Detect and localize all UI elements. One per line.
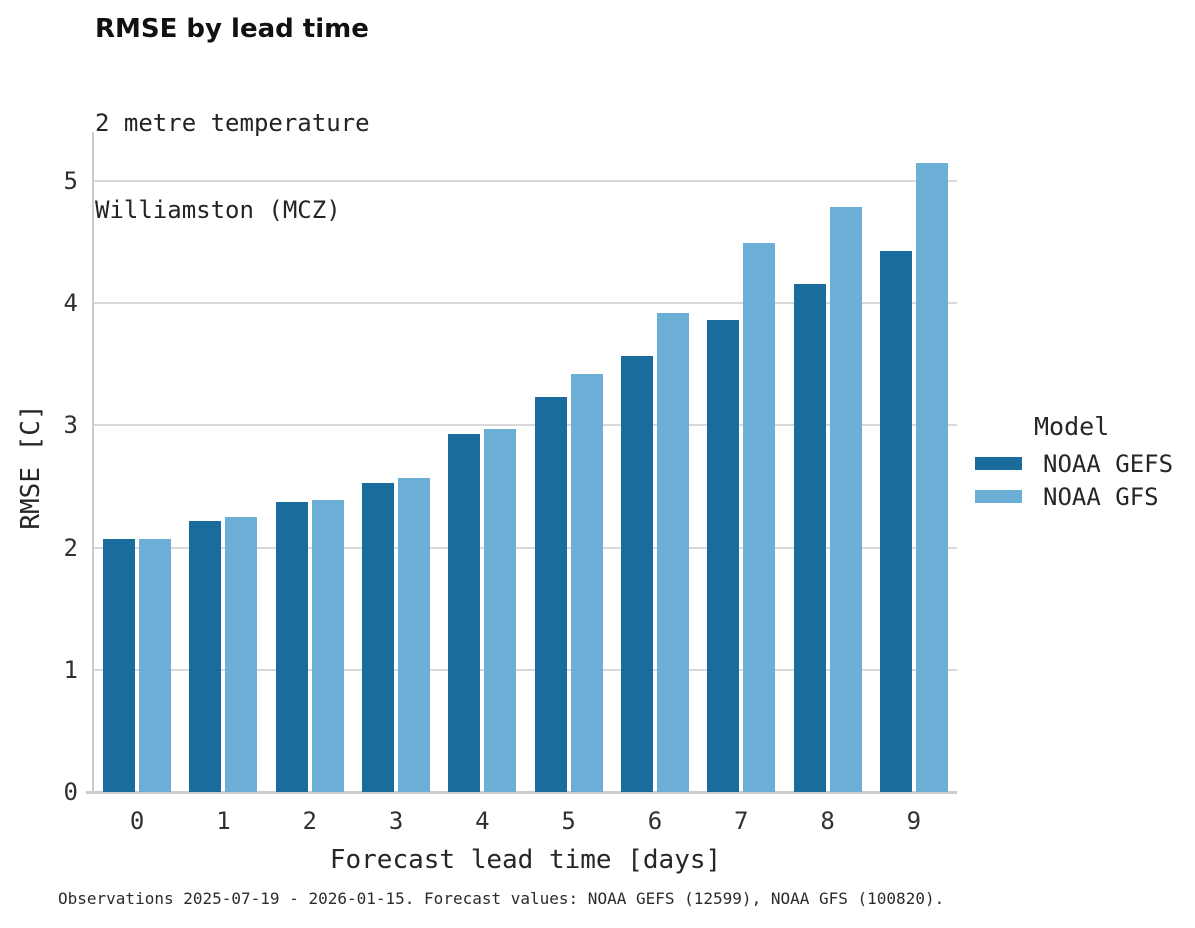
y-tick-2: 2 (63, 533, 78, 562)
bar-noaa-gefs-lead-2 (275, 502, 308, 792)
bar-noaa-gfs-lead-0 (139, 539, 172, 792)
bar-noaa-gefs-lead-8 (793, 283, 826, 792)
x-tick-8: 8 (820, 807, 835, 835)
x-tick-2: 2 (302, 807, 317, 835)
chart-title: RMSE by lead time (95, 14, 369, 44)
bar-noaa-gefs-lead-1 (189, 520, 222, 792)
y-tick-1: 1 (63, 655, 78, 684)
bar-noaa-gefs-lead-3 (362, 482, 395, 792)
bar-group-lead-2 (267, 132, 353, 792)
bar-noaa-gfs-lead-4 (484, 429, 517, 792)
legend-item-noaa-gefs: NOAA GEFS (975, 449, 1190, 478)
legend-swatch-icon (975, 490, 1022, 503)
x-axis-label: Forecast lead time [days] (329, 845, 722, 875)
gridline-y-1 (94, 668, 957, 671)
x-axis-tick-labels: 0 1 2 3 4 5 6 7 8 9 (94, 806, 957, 836)
x-tick-5: 5 (561, 807, 576, 835)
bar-noaa-gfs-lead-7 (743, 243, 776, 792)
x-tick-6: 6 (647, 807, 663, 835)
y-tick-3: 3 (63, 411, 78, 440)
bar-group-lead-4 (439, 132, 525, 792)
legend-swatch-icon (975, 457, 1022, 470)
bar-noaa-gefs-lead-6 (620, 355, 653, 792)
legend: Model NOAA GEFS NOAA GFS (975, 412, 1190, 518)
gridline-y-4 (94, 302, 957, 305)
x-tick-0: 0 (129, 807, 145, 835)
legend-items: NOAA GEFS NOAA GFS (975, 449, 1190, 511)
bar-noaa-gfs-lead-5 (570, 374, 603, 792)
bar-noaa-gefs-lead-5 (534, 397, 567, 792)
plot-area (86, 132, 957, 794)
bar-group-lead-7 (698, 132, 784, 792)
y-axis-spine (92, 132, 94, 792)
bar-group-lead-5 (526, 132, 612, 792)
y-axis-tick-labels: 0 1 2 3 4 5 (0, 132, 78, 806)
bar-noaa-gefs-lead-0 (103, 539, 136, 792)
chart-subtitle: 2 metre temperature Williamston (MCZ) (95, 51, 370, 283)
caption-text: Observations 2025-07-19 - 2026-01-15. Fo… (58, 889, 945, 908)
chart-subtitle-line1: 2 metre temperature (95, 109, 370, 137)
x-tick-3: 3 (388, 807, 404, 835)
bar-noaa-gefs-lead-4 (448, 433, 481, 792)
x-tick-9: 9 (906, 807, 922, 835)
x-tick-1: 1 (216, 807, 231, 835)
bar-noaa-gfs-lead-3 (398, 477, 431, 792)
gridline-y-3 (94, 424, 957, 427)
bar-noaa-gfs-lead-1 (225, 517, 258, 792)
bar-noaa-gfs-lead-8 (829, 206, 862, 792)
x-axis-baseline (86, 791, 957, 794)
bar-group-lead-1 (180, 132, 266, 792)
bar-noaa-gfs-lead-9 (915, 162, 948, 792)
bar-group-lead-3 (353, 132, 439, 792)
bar-group-lead-9 (871, 132, 957, 792)
legend-title: Model (1034, 412, 1110, 441)
bar-noaa-gefs-lead-9 (879, 250, 912, 792)
bar-group-lead-0 (94, 132, 180, 792)
y-axis-label: RMSE [C] (16, 404, 46, 530)
bar-noaa-gfs-lead-6 (656, 312, 689, 792)
bar-noaa-gefs-lead-7 (707, 320, 740, 792)
bar-noaa-gfs-lead-2 (311, 499, 344, 792)
y-tick-5: 5 (63, 166, 78, 195)
y-tick-4: 4 (63, 289, 78, 318)
legend-item-noaa-gfs: NOAA GFS (975, 482, 1190, 511)
legend-label: NOAA GEFS (1043, 449, 1174, 478)
legend-label: NOAA GFS (1043, 482, 1159, 511)
x-tick-7: 7 (734, 807, 749, 835)
x-tick-4: 4 (475, 807, 490, 835)
gridline-y-2 (94, 546, 957, 549)
gridline-y-5 (94, 179, 957, 182)
bar-group-lead-6 (612, 132, 698, 792)
y-tick-0: 0 (63, 778, 78, 806)
bar-group-lead-8 (784, 132, 870, 792)
chart-subtitle-line2: Williamston (MCZ) (95, 196, 341, 224)
